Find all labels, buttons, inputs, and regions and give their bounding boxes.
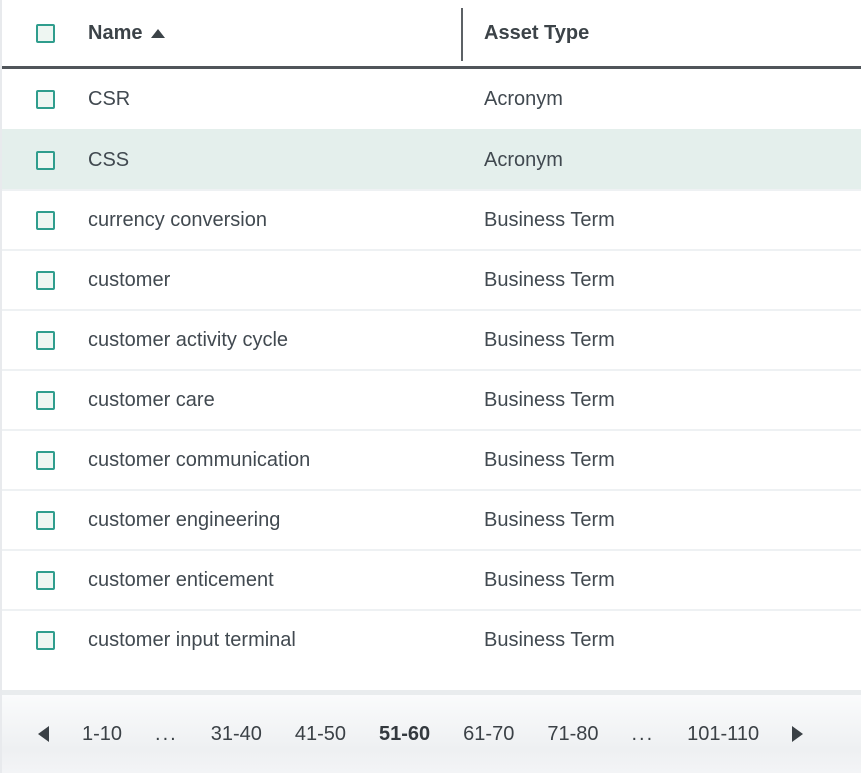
row-checkbox[interactable] bbox=[36, 210, 55, 230]
table-body: CSR Acronym CSS Acronym currency convers… bbox=[2, 69, 861, 690]
row-name-cell: currency conversion bbox=[88, 208, 267, 231]
table-row[interactable]: customer Business Term bbox=[2, 249, 861, 309]
row-asset-type-cell: Business Term bbox=[484, 508, 615, 531]
table-row[interactable]: customer activity cycle Business Term bbox=[2, 309, 861, 369]
previous-page-icon[interactable] bbox=[38, 726, 49, 742]
row-name-cell: CSR bbox=[88, 87, 131, 110]
sort-ascending-icon bbox=[151, 28, 166, 38]
row-name-cell: customer enticement bbox=[88, 568, 274, 591]
next-page-icon[interactable] bbox=[792, 726, 804, 742]
table-row[interactable]: CSR Acronym bbox=[2, 69, 861, 129]
row-asset-type-cell: Business Term bbox=[484, 448, 615, 471]
row-checkbox[interactable] bbox=[36, 450, 55, 470]
pagination-page-link[interactable]: 71-80 bbox=[547, 722, 599, 745]
pagination-bar: 1-10 ... 31-40 41-50 51-60 61-70 71-80 .… bbox=[2, 690, 861, 773]
row-checkbox[interactable] bbox=[36, 510, 55, 530]
row-asset-type-cell: Business Term bbox=[484, 268, 615, 291]
pagination-page-link[interactable]: 61-70 bbox=[463, 722, 515, 745]
row-name-cell: customer engineering bbox=[88, 508, 281, 531]
pagination-page-link[interactable]: 31-40 bbox=[210, 722, 262, 745]
row-asset-type-cell: Business Term bbox=[484, 328, 615, 351]
column-header-asset-type-label: Asset Type bbox=[484, 21, 590, 44]
row-asset-type-cell: Acronym bbox=[484, 87, 563, 110]
row-asset-type-cell: Business Term bbox=[484, 388, 615, 411]
table-row[interactable]: customer care Business Term bbox=[2, 369, 861, 429]
column-divider bbox=[461, 8, 463, 61]
row-asset-type-cell: Business Term bbox=[484, 568, 615, 591]
table-row[interactable]: customer enticement Business Term bbox=[2, 549, 861, 609]
row-checkbox[interactable] bbox=[36, 630, 55, 650]
row-name-cell: customer communication bbox=[88, 448, 311, 471]
pagination-ellipsis: ... bbox=[631, 722, 655, 745]
pagination-page-link[interactable]: 1-10 bbox=[82, 722, 123, 745]
pagination-page-link[interactable]: 41-50 bbox=[294, 722, 347, 745]
table-row[interactable]: CSS Acronym bbox=[2, 129, 861, 189]
column-header-name-label: Name bbox=[88, 21, 143, 44]
row-checkbox[interactable] bbox=[36, 150, 55, 170]
pagination-ellipsis: ... bbox=[155, 722, 178, 745]
row-checkbox[interactable] bbox=[36, 89, 55, 109]
row-asset-type-cell: Business Term bbox=[484, 628, 615, 651]
row-checkbox[interactable] bbox=[36, 390, 55, 410]
column-header-name[interactable]: Name bbox=[88, 22, 484, 45]
table-row[interactable]: customer engineering Business Term bbox=[2, 489, 861, 549]
column-header-asset-type[interactable]: Asset Type bbox=[484, 22, 861, 45]
row-checkbox[interactable] bbox=[36, 570, 55, 590]
row-checkbox[interactable] bbox=[36, 270, 55, 290]
select-all-checkbox[interactable] bbox=[36, 23, 55, 43]
table-row[interactable]: customer input terminal Business Term bbox=[2, 609, 861, 669]
table-header-row: Name Asset Type bbox=[2, 0, 861, 69]
row-name-cell: CSS bbox=[88, 148, 130, 171]
row-name-cell: customer activity cycle bbox=[88, 328, 289, 351]
row-name-cell: customer bbox=[88, 268, 171, 291]
row-name-cell: customer input terminal bbox=[88, 628, 296, 651]
row-name-cell: customer care bbox=[88, 388, 215, 411]
row-asset-type-cell: Business Term bbox=[484, 208, 615, 231]
pagination-page-link[interactable]: 101-110 bbox=[687, 722, 760, 745]
row-asset-type-cell: Acronym bbox=[484, 148, 563, 171]
table-row[interactable]: currency conversion Business Term bbox=[2, 189, 861, 249]
pagination-page-link[interactable]: 51-60 bbox=[379, 722, 431, 745]
row-checkbox[interactable] bbox=[36, 330, 55, 350]
table-row[interactable]: customer communication Business Term bbox=[2, 429, 861, 489]
